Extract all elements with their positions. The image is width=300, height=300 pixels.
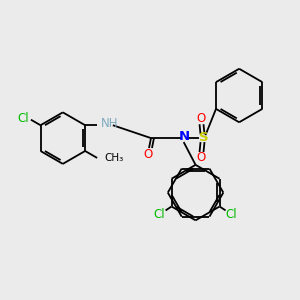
Text: N: N bbox=[179, 130, 190, 142]
Text: Cl: Cl bbox=[17, 112, 29, 125]
Text: S: S bbox=[199, 130, 208, 144]
Text: O: O bbox=[196, 152, 205, 164]
Text: Cl: Cl bbox=[226, 208, 237, 221]
Text: CH₃: CH₃ bbox=[104, 153, 123, 163]
Text: O: O bbox=[196, 112, 205, 125]
Text: O: O bbox=[143, 148, 153, 161]
Text: Cl: Cl bbox=[154, 208, 166, 221]
Text: NH: NH bbox=[101, 117, 118, 130]
